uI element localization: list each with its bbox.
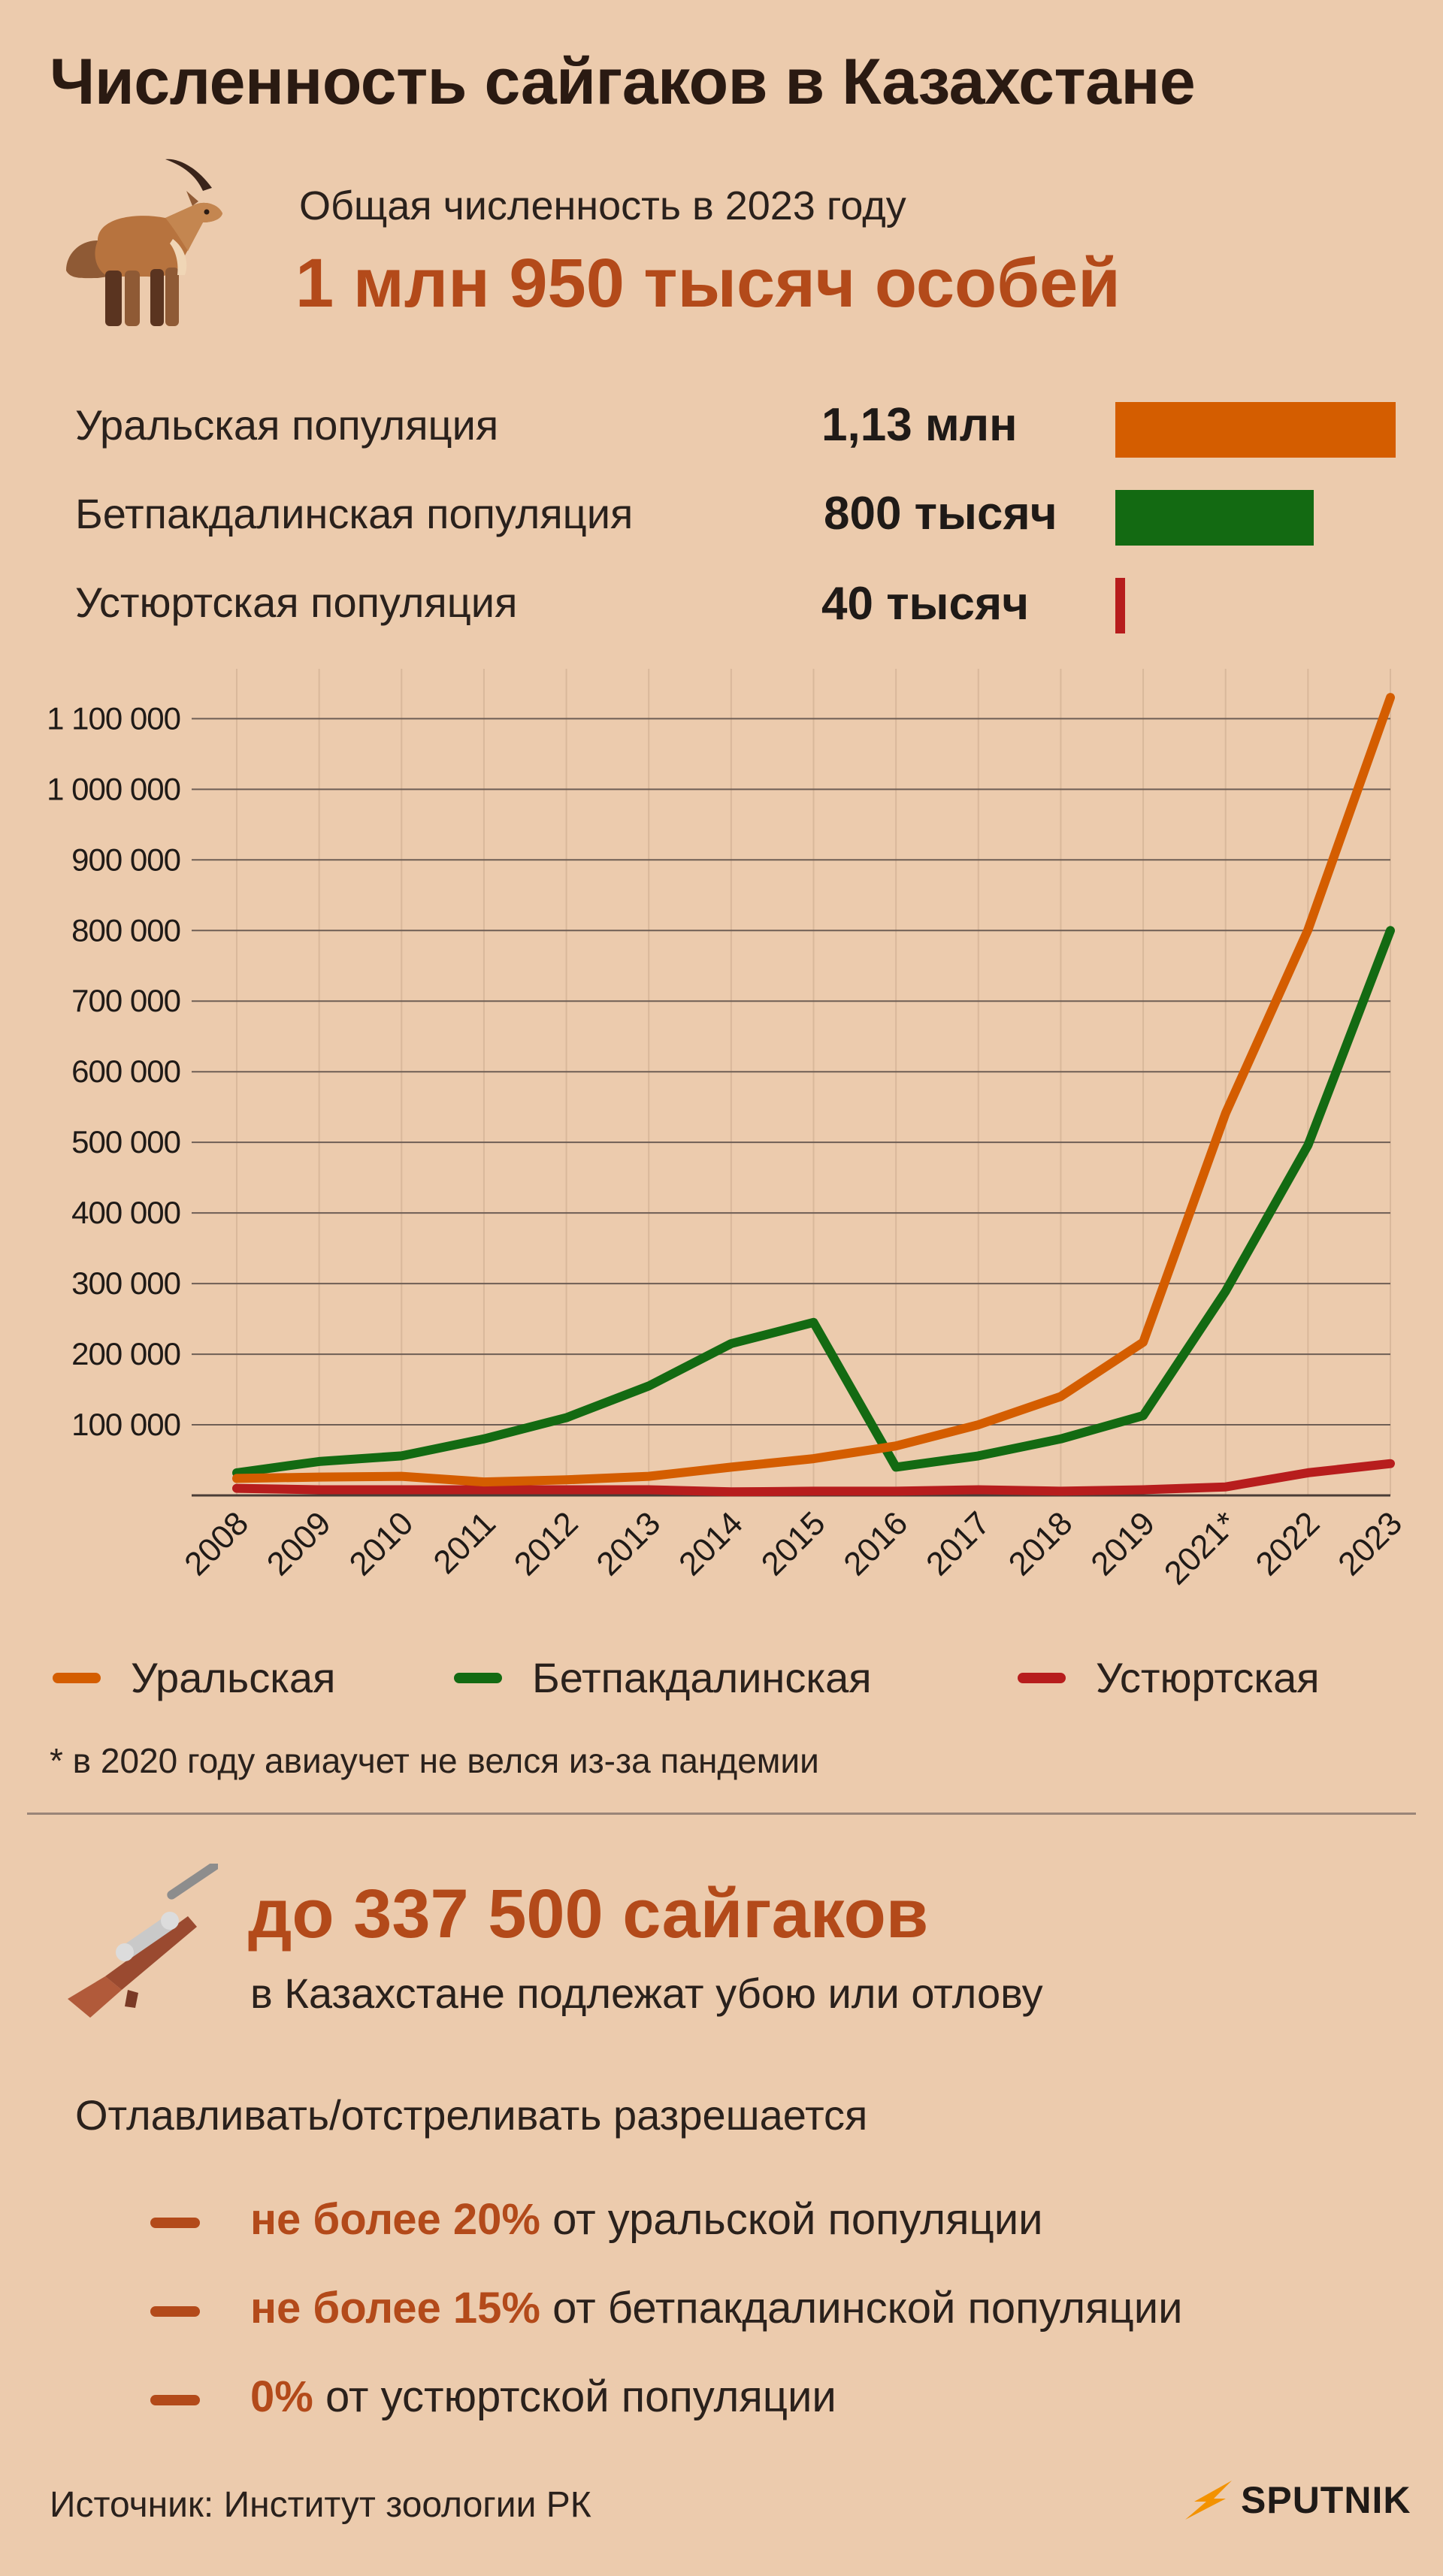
legend-label-ural: Уральская [131, 1654, 336, 1701]
legend-swatch-ustyurt [1018, 1672, 1066, 1683]
divider [27, 1813, 1416, 1815]
hunting-quota: до 337 500 сайгаков [248, 1876, 929, 1952]
series-line [232, 693, 1395, 1487]
total-count: 1 млн 950 тысяч особей [295, 245, 1121, 322]
population-line-chart: 100 000 200 000 300 000 400 000 500 000 600 0… [47, 669, 1409, 1592]
x-tick-label: 2021* [1157, 1504, 1245, 1592]
rule-ustyurt-highlight: 0% [250, 2372, 313, 2421]
y-tick-label: 200 000 [71, 1336, 180, 1371]
x-tick-label: 2017 [919, 1504, 997, 1583]
x-tick-label: 2018 [1002, 1504, 1080, 1583]
rule-ustyurt-text: от устюртской популяции [313, 2372, 836, 2421]
y-tick-label: 100 000 [71, 1407, 180, 1442]
series-line [232, 926, 1395, 1477]
legend-swatch-ural [53, 1672, 101, 1683]
population-bar-ural [1115, 402, 1396, 458]
y-tick-label: 1 000 000 [47, 771, 180, 806]
y-tick-label: 800 000 [71, 912, 180, 948]
series-line [232, 1459, 1395, 1497]
subtitle: Общая численность в 2023 году [299, 183, 906, 228]
rule-bullet-2 [150, 2306, 200, 2317]
y-tick-label: 400 000 [71, 1195, 180, 1230]
rule-betpak-highlight: не более 15% [250, 2284, 541, 2333]
page-title: Численность сайгаков в Казахстане [50, 46, 1196, 118]
x-tick-label: 2015 [755, 1504, 833, 1583]
x-tick-label: 2013 [589, 1504, 667, 1583]
rule-betpak: не более 15% от бетпакдалинской популяци… [250, 2283, 1183, 2333]
legend-label-betpak: Бетпакдалинская [532, 1654, 872, 1701]
x-tick-label: 2011 [426, 1504, 503, 1581]
population-bar-betpak [1115, 490, 1314, 546]
legend-ustyurt: Устюртская [1018, 1653, 1320, 1702]
rule-ustyurt: 0% от устюртской популяции [250, 2372, 836, 2422]
population-value-betpak: 800 тысяч [824, 488, 1057, 540]
sputnik-logo: SPUTNIK [1184, 2478, 1411, 2522]
x-tick-label: 2014 [672, 1504, 750, 1583]
rule-ural: не более 20% от уральской популяции [250, 2194, 1043, 2245]
y-tick-label: 700 000 [71, 983, 180, 1018]
legend-swatch-betpak [454, 1672, 502, 1683]
sputnik-logo-icon [1185, 2481, 1232, 2520]
legend-ural: Уральская [53, 1653, 335, 1702]
population-name-ural: Уральская популяция [75, 401, 499, 449]
y-tick-label: 900 000 [71, 842, 180, 877]
population-value-ural: 1,13 млн [821, 399, 1018, 451]
rule-betpak-text: от бетпакдалинской популяции [540, 2284, 1183, 2333]
allowed-title: Отлавливать/отстреливать разрешается [75, 2091, 868, 2139]
source: Источник: Институт зоологии РК [50, 2485, 591, 2525]
hunting-description: в Казахстане подлежат убою или отлову [250, 1970, 1043, 2017]
x-tick-label: 2010 [342, 1504, 420, 1583]
rifle-icon [68, 1864, 218, 2018]
legend-label-ustyurt: Устюртская [1096, 1654, 1320, 1701]
x-tick-label: 2023 [1331, 1504, 1409, 1583]
population-name-betpak: Бетпакдалинская популяция [75, 490, 634, 537]
x-tick-label: 2019 [1084, 1504, 1162, 1583]
x-tick-label: 2012 [507, 1504, 585, 1583]
x-tick-label: 2022 [1249, 1504, 1327, 1583]
y-tick-label: 300 000 [71, 1265, 180, 1301]
legend-betpak: Бетпакдалинская [454, 1653, 872, 1702]
rule-bullet-1 [150, 2218, 200, 2228]
saiga-icon [66, 159, 222, 326]
rule-bullet-3 [150, 2395, 200, 2405]
sputnik-logo-text: SPUTNIK [1241, 2479, 1411, 2521]
population-name-ustyurt: Устюртская популяция [75, 579, 518, 626]
rule-ural-highlight: не более 20% [250, 2195, 541, 2244]
y-tick-label: 500 000 [71, 1124, 180, 1160]
y-tick-label: 1 100 000 [47, 700, 180, 736]
population-bar-ustyurt [1115, 578, 1125, 633]
population-value-ustyurt: 40 тысяч [821, 578, 1030, 630]
x-tick-label: 2009 [260, 1504, 338, 1583]
footnote: * в 2020 году авиаучет не велся из-за па… [50, 1741, 819, 1780]
x-tick-label: 2016 [836, 1504, 915, 1583]
y-tick-label: 600 000 [71, 1054, 180, 1089]
rule-ural-text: от уральской популяции [540, 2195, 1043, 2244]
x-tick-label: 2008 [177, 1504, 256, 1583]
